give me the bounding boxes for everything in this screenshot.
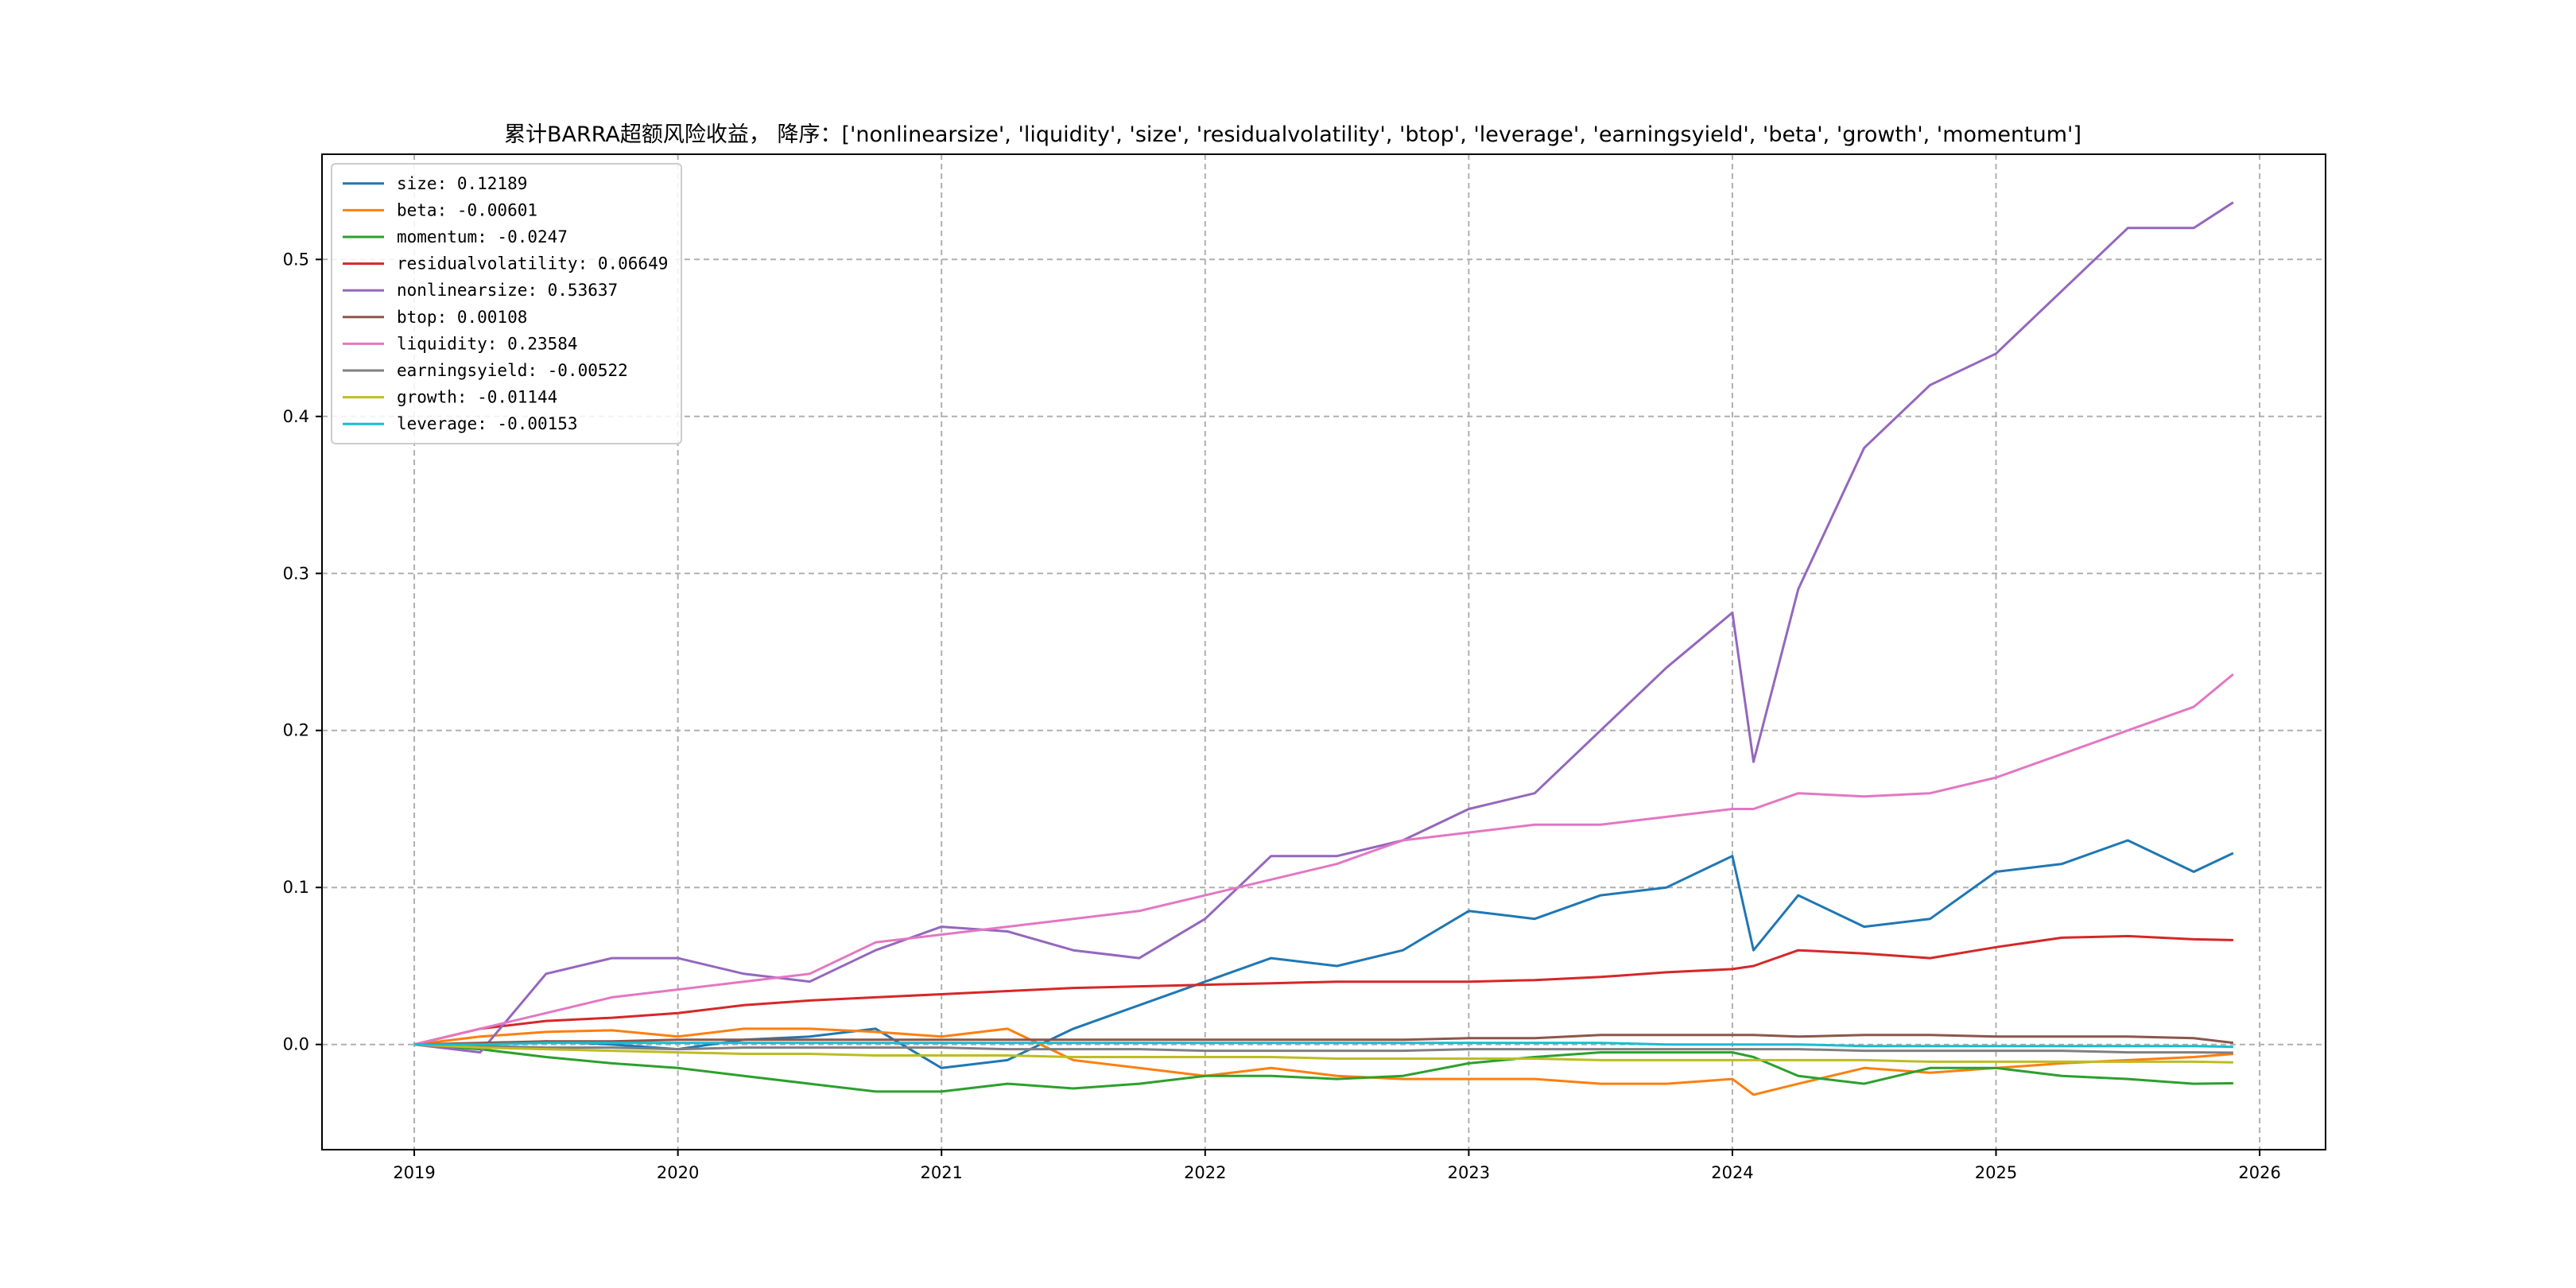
x-tick-label: 2026	[2238, 1163, 2280, 1182]
legend-label-leverage: leverage: -0.00153	[397, 414, 578, 433]
x-tick-label: 2024	[1711, 1163, 1753, 1182]
y-tick-label: 0.1	[283, 878, 309, 897]
x-tick-label: 2022	[1184, 1163, 1226, 1182]
legend-box	[331, 163, 682, 444]
legend-label-growth: growth: -0.01144	[397, 388, 557, 407]
x-tick-label: 2023	[1448, 1163, 1490, 1182]
legend-label-momentum: momentum: -0.0247	[397, 227, 568, 246]
series-line-growth	[414, 1043, 2233, 1064]
legend-label-residualvolatility: residualvolatility: 0.06649	[397, 254, 668, 274]
x-tick-label: 2019	[393, 1163, 435, 1182]
series-line-earningsyield	[414, 1043, 2233, 1054]
series-lines	[413, 201, 2234, 1096]
legend-label-earningsyield: earningsyield: -0.00522	[397, 361, 628, 380]
legend-label-size: size: 0.12189	[397, 174, 527, 193]
series-line-momentum	[413, 1043, 2233, 1093]
series-line-residualvolatility	[413, 934, 2233, 1046]
legend-label-beta: beta: -0.00601	[397, 200, 537, 219]
legend-label-liquidity: liquidity: 0.23584	[397, 334, 578, 353]
y-tick-label: 0.0	[283, 1035, 309, 1054]
series-line-nonlinearsize	[413, 201, 2234, 1054]
y-tick-label: 0.4	[283, 407, 309, 426]
x-tick-label: 2025	[1975, 1163, 2017, 1182]
series-line-size	[414, 839, 2234, 1069]
x-tick-label: 2021	[920, 1163, 962, 1182]
legend: size: 0.12189 beta: -0.00601 momentum: -0.…	[331, 163, 682, 444]
series-line-leverage	[414, 1042, 2233, 1049]
y-tick-label: 0.5	[283, 250, 309, 269]
y-tick-label: 0.3	[283, 564, 309, 583]
series-line-btop	[414, 1034, 2234, 1046]
x-tick-label: 2020	[657, 1163, 699, 1182]
plot-frame	[321, 153, 2326, 1150]
legend-label-nonlinearsize: nonlinearsize: 0.53637	[397, 281, 618, 300]
y-tick-label: 0.2	[283, 721, 309, 740]
chart-title: 累计BARRA超额风险收益， 降序：['nonlinearsize', 'liq…	[504, 122, 2081, 147]
y-axis: 0.0 0.1 0.2 0.3 0.4 0.5	[283, 250, 322, 1054]
series-line-liquidity	[413, 673, 2234, 1046]
x-axis: 2019 2020 2021 2022 2023 2024 2025 2026	[393, 1150, 2281, 1182]
legend-label-btop: btop: 0.00108	[397, 308, 527, 327]
